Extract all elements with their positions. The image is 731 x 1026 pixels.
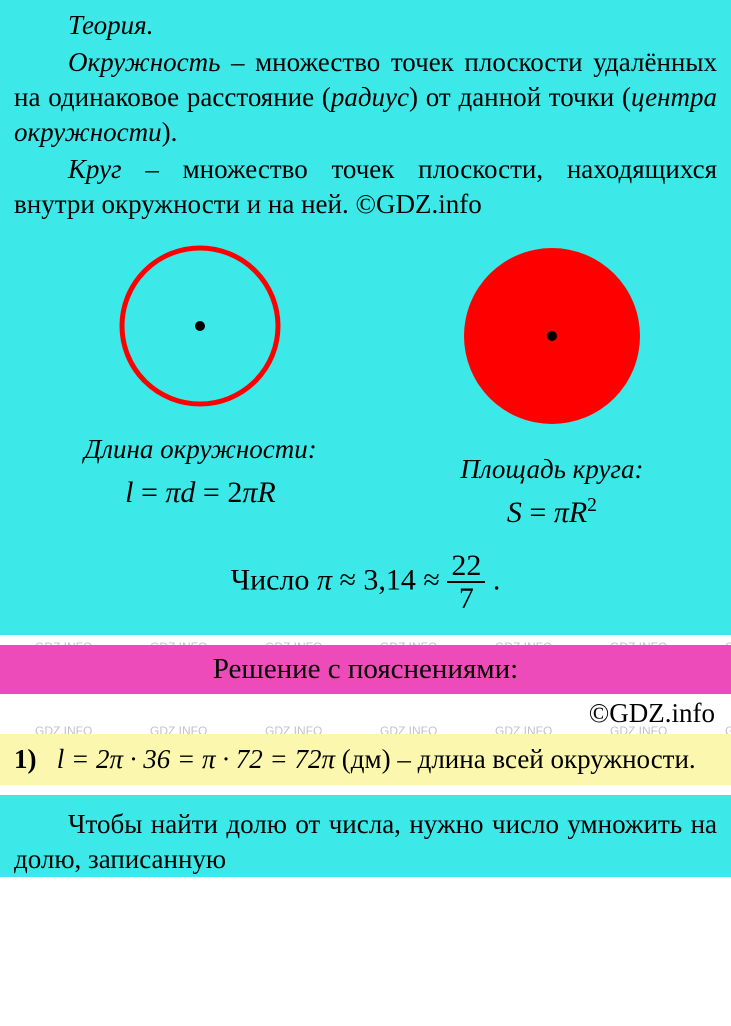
pi-frac-den: 7 [447, 583, 485, 615]
diagram-row: Длина окружности: l = πd = 2πR Площадь к… [14, 241, 717, 532]
circumference-column: Длина окружности: l = πd = 2πR [84, 241, 317, 512]
term-radius: радиус [331, 82, 409, 112]
copyright-text: ©GDZ.info [589, 698, 715, 728]
circumference-caption: Длина окружности: [84, 432, 317, 467]
note-text: Чтобы найти долю от числа, нужно число у… [14, 807, 717, 877]
def-circle-text-3: ). [162, 117, 178, 147]
pi-suffix: . [485, 563, 500, 596]
step-label: 1) [14, 744, 37, 774]
theory-section: Теория. Окружность – множество точек пло… [0, 0, 731, 635]
circumference-formula: l = πd = 2πR [84, 473, 317, 512]
def-circle-text-2: ) от данной точки ( [409, 82, 631, 112]
area-caption: Площадь круга: [457, 452, 647, 487]
copyright-row: ©GDZ.info [0, 694, 731, 733]
area-formula: S = πR2 [457, 493, 647, 532]
solution-step-1: 1) l = 2π · 36 = π · 72 = 72π (дм) – дли… [0, 734, 731, 785]
pi-frac-num: 22 [447, 550, 485, 584]
note-section: Чтобы найти долю от числа, нужно число у… [0, 795, 731, 877]
theory-title: Теория. [68, 10, 153, 40]
pi-prefix: Число [231, 563, 317, 596]
term-circle: Окружность [68, 47, 220, 77]
step-formula: l = 2π · 36 = π · 72 = 72π [57, 744, 335, 774]
solution-header-text: Решение с пояснениями: [213, 653, 518, 685]
pi-approximation: Число π ≈ 3,14 ≈ 227 . [14, 550, 717, 615]
step-tail: – длина всей окружности. [391, 744, 696, 774]
area-column: Площадь круга: S = πR2 [457, 241, 647, 532]
solution-header: Решение с пояснениями: [0, 645, 731, 695]
disk-figure [457, 241, 647, 431]
circle-outline-figure [115, 241, 285, 411]
term-disk: Круг [68, 154, 122, 184]
